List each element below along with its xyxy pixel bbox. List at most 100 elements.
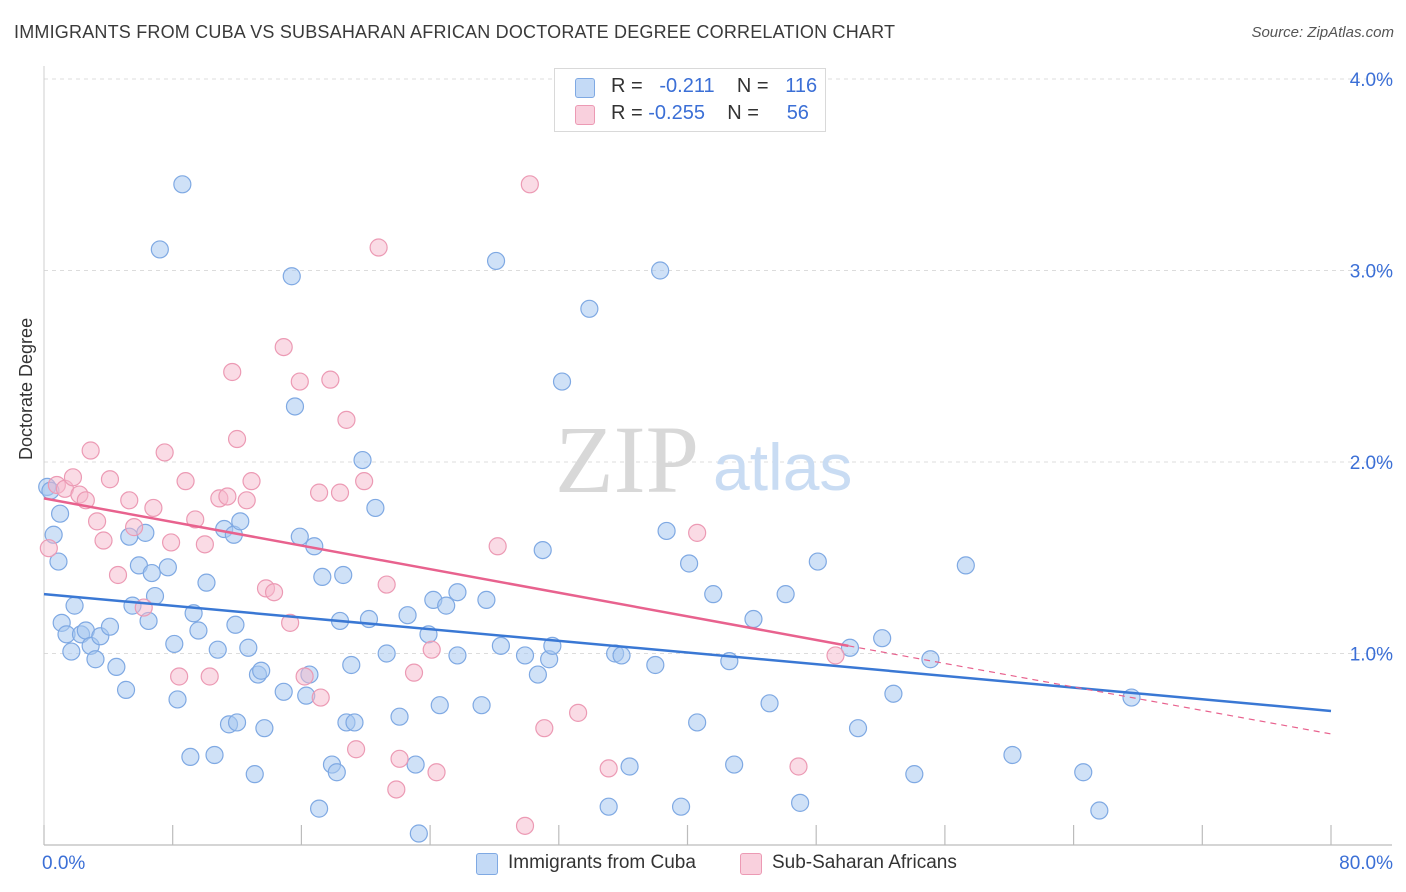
trend-lines [43, 497, 1332, 735]
r-label: R = [611, 75, 643, 97]
point-cuba [342, 655, 361, 675]
point-ssa [520, 175, 539, 194]
point-cuba [620, 757, 639, 776]
point-cuba [409, 824, 428, 843]
point-ssa [223, 362, 242, 382]
point-cuba [1090, 801, 1109, 820]
point-cuba [50, 504, 70, 523]
point-cuba [86, 650, 105, 669]
trend-line-ssa-extension [848, 645, 1332, 735]
point-ssa [274, 338, 293, 357]
point-ssa [369, 238, 388, 257]
point-cuba [231, 512, 250, 531]
point-ssa [200, 667, 219, 686]
point-cuba [528, 665, 547, 684]
bottom-swatch-cuba [476, 853, 498, 875]
point-cuba [680, 554, 699, 573]
point-cuba [430, 696, 449, 715]
point-cuba [486, 251, 506, 271]
point-ssa [390, 749, 409, 768]
y-axis-title: Doctorate Degree [16, 317, 36, 460]
point-cuba [168, 690, 187, 709]
point-cuba [472, 696, 491, 715]
point-cuba [646, 655, 665, 675]
point-cuba [921, 650, 940, 669]
point-ssa [63, 468, 83, 487]
chart-title: IMMIGRANTS FROM CUBA VS SUBSAHARAN AFRIC… [14, 22, 896, 42]
point-cuba [227, 713, 247, 732]
point-cuba [150, 240, 169, 259]
point-ssa [227, 429, 247, 449]
point-cuba [956, 556, 975, 575]
point-cuba [840, 638, 860, 657]
y-tick-label: 4.0% [1350, 70, 1393, 91]
point-cuba [776, 585, 795, 604]
point-ssa [120, 491, 139, 510]
grid-lines [44, 78, 1392, 654]
watermark-atlas: atlas [713, 430, 852, 504]
point-ssa [515, 816, 535, 835]
point-cuba [205, 745, 224, 765]
point-cuba [208, 640, 227, 659]
point-ssa [87, 512, 107, 531]
point-ssa [422, 640, 441, 659]
point-cuba [398, 606, 417, 625]
trend-line-cuba [43, 592, 1332, 713]
point-ssa [242, 472, 261, 491]
point-ssa [569, 703, 588, 722]
point-ssa [155, 443, 174, 462]
point-ssa [309, 483, 329, 502]
point-cuba [580, 299, 599, 318]
x-tick-label-max: 80.0% [1339, 853, 1393, 874]
point-cuba [808, 552, 827, 571]
point-cuba [448, 583, 467, 602]
point-cuba [181, 747, 200, 767]
n-label: N = [727, 102, 759, 124]
point-ssa [170, 667, 189, 686]
r-value-ssa: -0.255 [648, 102, 705, 124]
point-cuba [158, 558, 177, 577]
point-ssa [599, 759, 618, 778]
point-cuba [491, 636, 510, 655]
point-cuba [744, 609, 763, 629]
point-cuba [1074, 763, 1093, 782]
point-cuba [290, 527, 309, 546]
point-cuba [165, 634, 184, 654]
point-ssa [321, 370, 340, 389]
point-ssa [39, 539, 58, 558]
point-cuba [884, 684, 903, 703]
point-cuba [657, 521, 676, 541]
point-cuba [62, 642, 81, 661]
point-ssa [218, 487, 237, 506]
r-label: R = [611, 102, 643, 124]
point-cuba [848, 719, 868, 738]
bottom-label-ssa: Sub-Saharan Africans [772, 852, 957, 873]
point-ssa [355, 472, 374, 491]
point-ssa [337, 410, 356, 429]
point-cuba [142, 563, 161, 583]
point-cuba [651, 261, 670, 280]
n-value-cuba: 116 [785, 75, 818, 97]
point-cuba [334, 565, 353, 585]
point-ssa [144, 498, 163, 518]
axes [43, 66, 1392, 846]
point-ssa [290, 372, 309, 391]
point-ssa [108, 565, 128, 585]
point-cuba [65, 596, 84, 615]
point-cuba [245, 765, 264, 784]
n-value-ssa: 56 [786, 102, 809, 124]
point-cuba [100, 617, 120, 636]
point-ssa [100, 470, 120, 489]
r-value-cuba: -0.211 [659, 75, 715, 97]
bottom-label-cuba: Immigrants from Cuba [508, 852, 696, 873]
point-cuba [285, 397, 305, 416]
point-cuba [282, 267, 301, 286]
point-ssa [281, 613, 300, 632]
legend-text-cuba: R = -0.211 N = 116 [611, 75, 817, 98]
point-cuba [704, 585, 723, 604]
watermark-zip: ZIP [555, 406, 699, 513]
point-ssa [176, 472, 195, 491]
trend-line-ssa [43, 497, 849, 648]
point-cuba [552, 372, 572, 391]
